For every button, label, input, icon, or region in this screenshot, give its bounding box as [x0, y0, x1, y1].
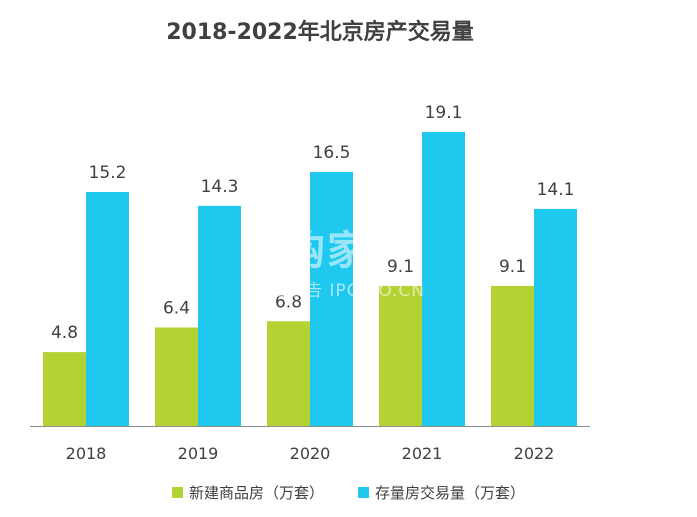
- bar-new-homes-2021: [379, 286, 422, 426]
- bar-new-homes-2019: [155, 327, 198, 426]
- data-label-existing-homes-2019: 14.3: [201, 177, 239, 197]
- x-tick-label-2019: 2019: [178, 444, 219, 463]
- data-label-new-homes-2020: 6.8: [275, 292, 302, 312]
- legend-item-new-homes: 新建商品房（万套）: [172, 482, 324, 503]
- data-label-new-homes-2021: 9.1: [387, 257, 414, 277]
- data-label-existing-homes-2022: 14.1: [537, 180, 575, 200]
- x-tick-label-2020: 2020: [290, 444, 331, 463]
- legend-item-existing-homes: 存量房交易量（万套）: [358, 482, 525, 503]
- x-tick-label-2021: 2021: [402, 444, 443, 463]
- data-label-existing-homes-2020: 16.5: [313, 143, 351, 163]
- bar-new-homes-2022: [491, 286, 534, 426]
- legend-swatch-new-homes: [172, 487, 183, 498]
- legend-label-new-homes: 新建商品房（万套）: [189, 482, 324, 503]
- data-label-new-homes-2019: 6.4: [163, 298, 190, 318]
- data-label-existing-homes-2021: 19.1: [425, 103, 463, 123]
- data-label-new-homes-2022: 9.1: [499, 257, 526, 277]
- bar-existing-homes-2020: [310, 172, 353, 426]
- data-label-existing-homes-2018: 15.2: [89, 163, 127, 183]
- bar-existing-homes-2018: [86, 192, 129, 426]
- bar-chart: 4.8 15.2 2018 6.4 14.3 2019 6.8 16.5 2020 9.1 19.1…: [0, 0, 697, 480]
- x-tick-label-2022: 2022: [514, 444, 555, 463]
- data-label-new-homes-2018: 4.8: [51, 323, 78, 343]
- x-tick-label-2018: 2018: [66, 444, 107, 463]
- bar-new-homes-2018: [43, 352, 86, 426]
- bar-new-homes-2020: [267, 321, 310, 426]
- bar-existing-homes-2021: [422, 132, 465, 426]
- bar-existing-homes-2022: [534, 209, 577, 426]
- legend-swatch-existing-homes: [358, 487, 369, 498]
- legend-label-existing-homes: 存量房交易量（万套）: [375, 482, 525, 503]
- bar-existing-homes-2019: [198, 206, 241, 426]
- legend: 新建商品房（万套） 存量房交易量（万套）: [0, 482, 697, 503]
